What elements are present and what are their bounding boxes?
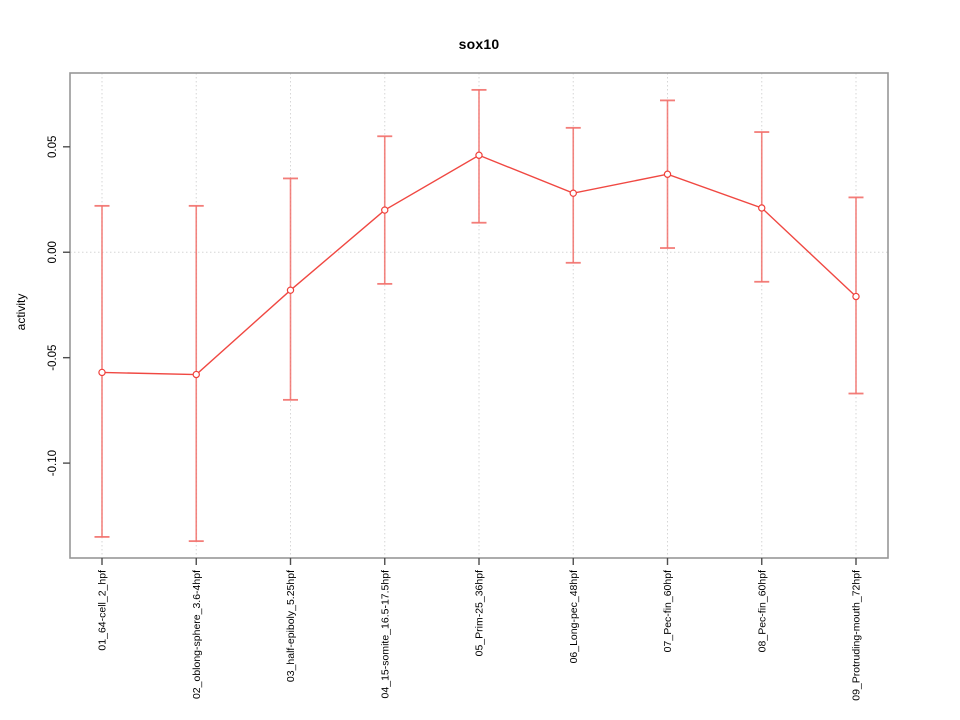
y-tick-label: -0.10 — [47, 450, 59, 476]
data-point-marker — [475, 151, 483, 159]
data-point-marker — [381, 206, 389, 214]
x-category-label: 03_half-epiboly_5.25hpf — [285, 570, 297, 682]
y-tick-label: -0.05 — [47, 345, 59, 371]
x-category-label: 01_64-cell_2_hpf — [97, 570, 109, 651]
data-point-marker — [192, 370, 200, 379]
x-category-label: 09_Protruding-mouth_72hpf — [851, 570, 863, 701]
x-category-label: 04_15-somite_16.5-17.5hpf — [379, 570, 391, 699]
x-category-label: 05_Prim-25_36hpf — [474, 570, 486, 656]
data-point-marker — [663, 170, 672, 178]
x-category-label: 06_Long-pec_48hpf — [568, 570, 580, 664]
y-tick-label: 0.05 — [47, 136, 59, 158]
x-category-label: 02_oblong-sphere_3.6-4hpf — [191, 570, 203, 699]
x-category-label: 08_Pec-fin_60hpf — [756, 570, 768, 652]
data-point-marker — [569, 189, 577, 197]
x-category-label: 07_Pec-fin_60hpf — [662, 570, 674, 652]
data-point-marker — [98, 368, 106, 377]
y-tick-label: 0.00 — [47, 241, 59, 263]
data-point-marker — [852, 292, 860, 301]
data-point-marker — [758, 204, 766, 212]
data-point-marker — [286, 286, 295, 294]
chart-title: sox10 — [458, 36, 500, 52]
